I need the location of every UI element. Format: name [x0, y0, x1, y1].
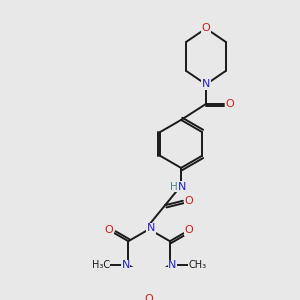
Text: H: H	[170, 182, 178, 192]
Text: O: O	[202, 23, 210, 33]
Text: N: N	[168, 260, 177, 270]
Text: N: N	[122, 260, 130, 270]
Text: O: O	[105, 225, 113, 235]
Text: O: O	[185, 225, 194, 235]
Text: N: N	[147, 223, 155, 233]
Text: O: O	[185, 196, 194, 206]
Text: N: N	[178, 182, 186, 192]
Text: O: O	[145, 294, 154, 300]
Text: H₃C: H₃C	[92, 260, 110, 270]
Text: CH₃: CH₃	[188, 260, 206, 270]
Text: N: N	[202, 80, 210, 89]
Text: O: O	[226, 99, 234, 109]
